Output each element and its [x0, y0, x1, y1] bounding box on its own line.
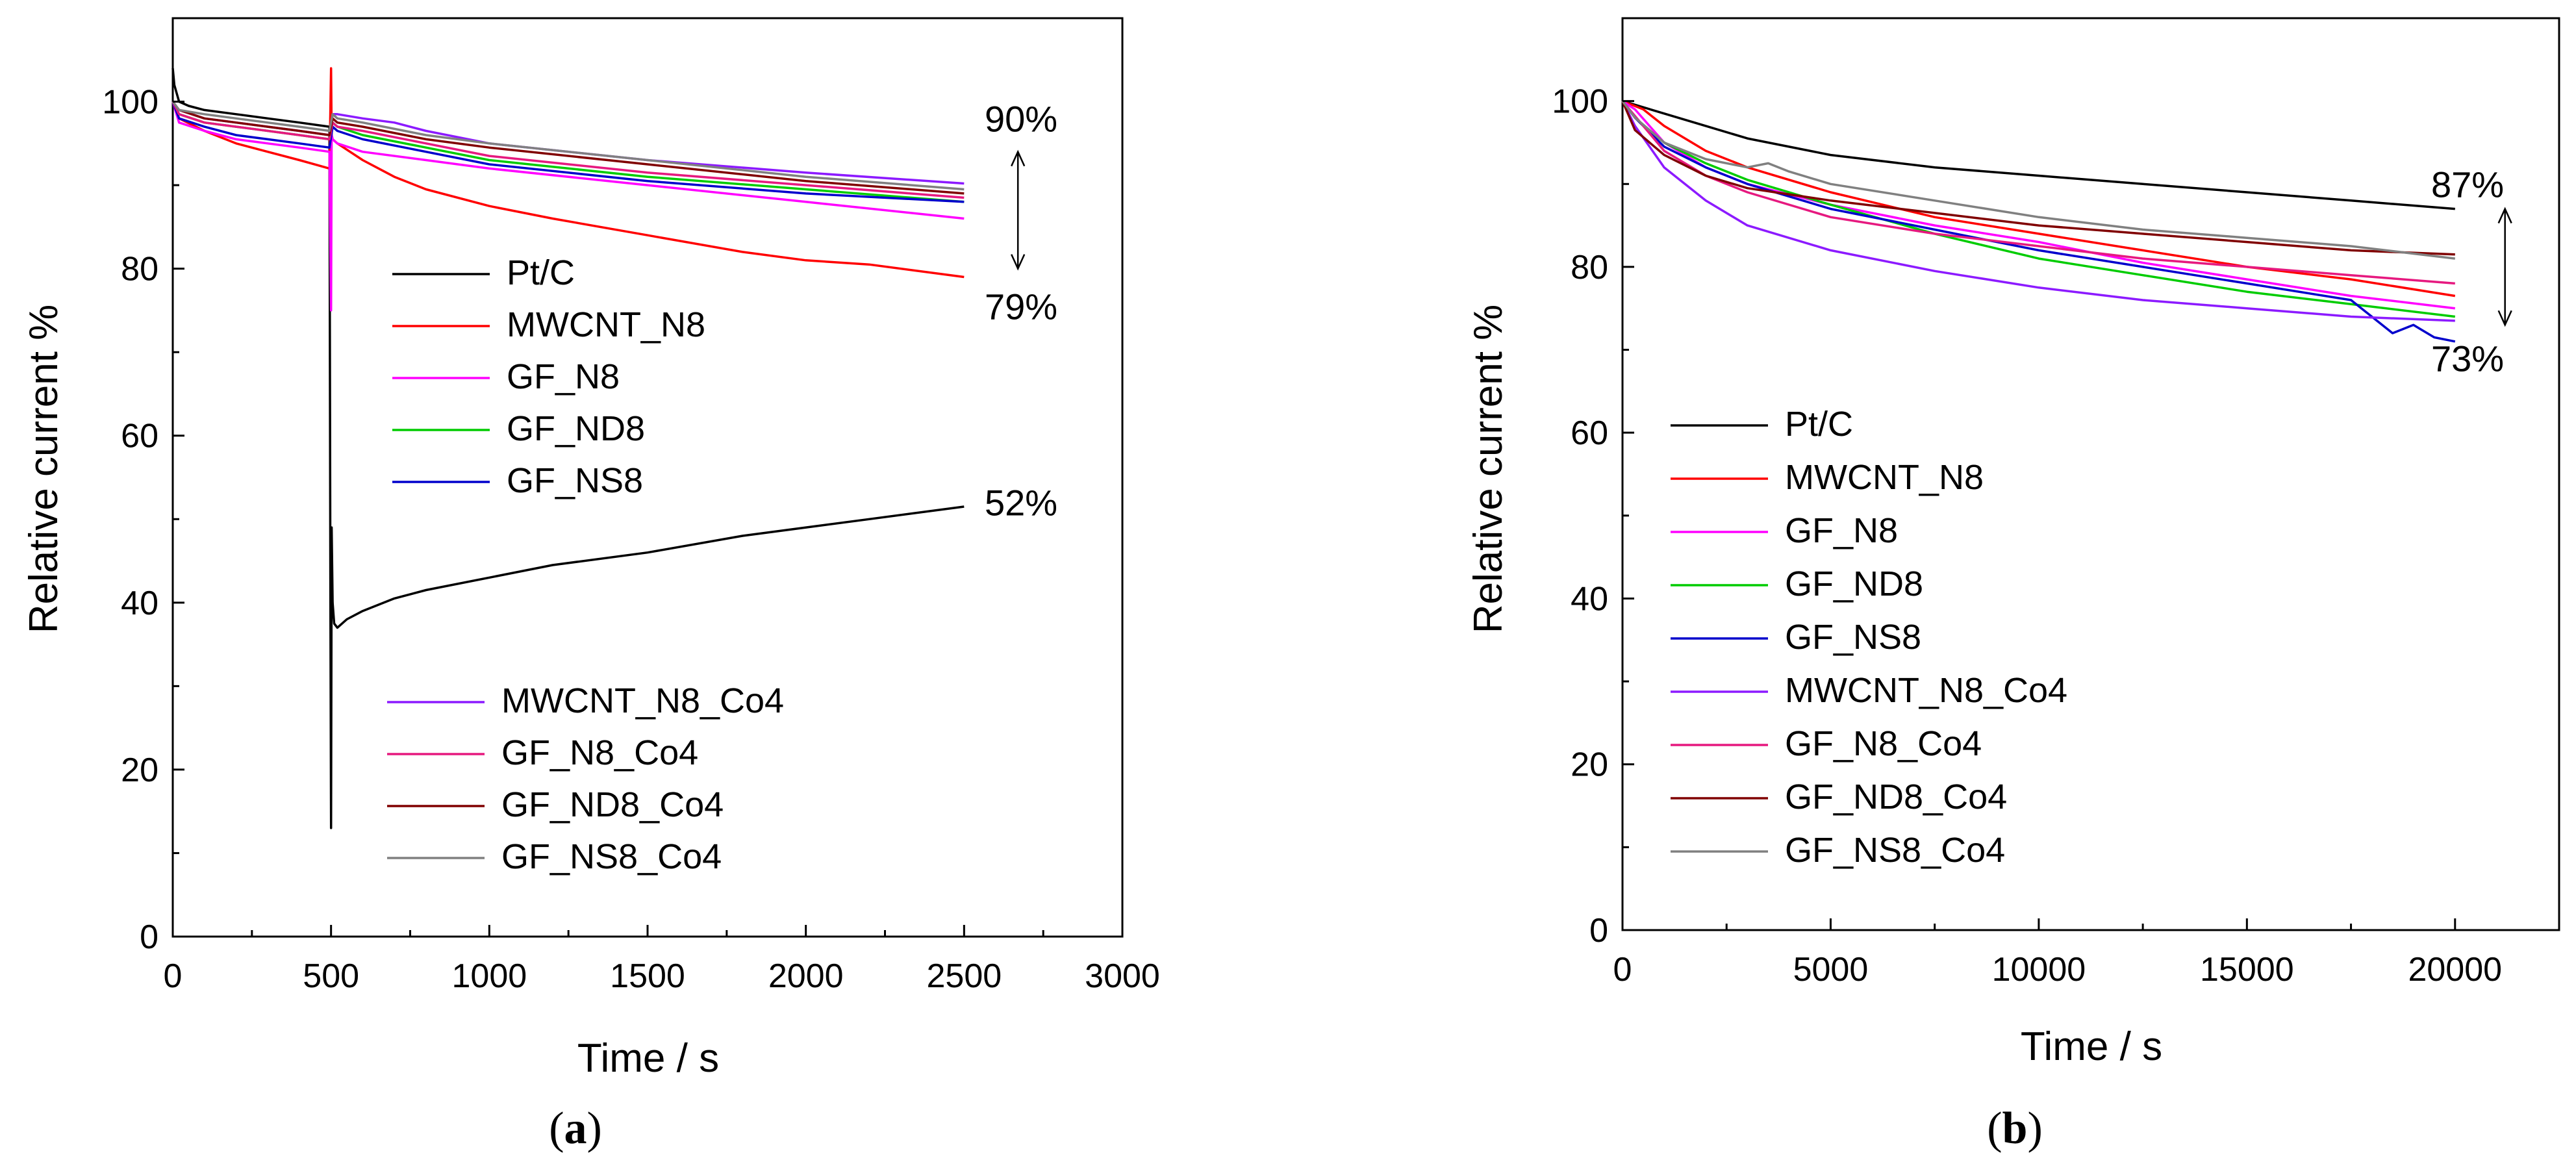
panel-b-ylabel: Relative current %	[1466, 305, 1511, 634]
panel-b-legend-label-mwcnt-n8: MWCNT_N8	[1785, 458, 1984, 497]
panel-b-xlabel: Time / s	[2021, 1024, 2162, 1069]
panel-b-series-gf-ns8-co4	[1621, 100, 2456, 260]
panel-a-x-tick-label: 1000	[451, 957, 527, 995]
panel-a-label: (a)	[549, 1104, 602, 1154]
panel-b-legend-label-gf-nd8-co4: GF_ND8_Co4	[1785, 777, 2007, 816]
panel-a-ylabel: Relative current %	[21, 305, 66, 634]
panel-b-ticks: 0 5000 10000 15000 20000 0 20 40 60 80 100	[1552, 17, 2560, 989]
panel-b-label: (b)	[1987, 1104, 2043, 1154]
panel-b-y-tick-label: 60	[1571, 414, 1608, 452]
panel-a-legend-label-mwcnt-n8: MWCNT_N8	[507, 305, 705, 344]
panel-b-legend: Pt/C MWCNT_N8 GF_N8 GF_ND8 GF_NS8 MWCNT_N8_Co…	[1671, 405, 2067, 870]
panel-a-legend-label-gf-n8: GF_N8	[507, 357, 620, 396]
panel-b-legend-label-gf-n8-co4: GF_N8_Co4	[1785, 724, 1982, 763]
panel-a-x-tick-label: 2000	[768, 957, 844, 995]
panel-a-x-tick-label: 2500	[926, 957, 1002, 995]
panel-b-x-tick-label: 10000	[1992, 951, 2086, 989]
panel-a-y-tick-label: 0	[140, 918, 158, 956]
panel-a-series-gf-ns8-co4	[171, 101, 965, 191]
panel-a-annotation-79: 79%	[985, 286, 1057, 327]
panel-a-series	[171, 67, 965, 829]
panel-b-series-gf-n8-co4	[1621, 100, 2455, 285]
panel-b-series	[1621, 99, 2456, 343]
panel-a-annotations: 90% 79% 52%	[985, 98, 1057, 523]
panel-a-y-tick-label: 80	[121, 251, 158, 288]
panel-a-legend-label-gf-ns8-co4: GF_NS8_Co4	[501, 837, 722, 876]
panel-b-range-arrow-head-down	[2497, 310, 2512, 327]
panel-b-range-arrow-head-up	[2497, 207, 2512, 224]
panel-a-ticks: 0 500 1000 1500 2000 2500 3000 0 20 40 60 80 100	[102, 17, 1160, 995]
panel-b-chart: 0 5000 10000 15000 20000 0 20 40 60 80 100 Time / …	[1466, 17, 2560, 1154]
panel-a-annotation-52: 52%	[985, 483, 1057, 523]
panel-b-y-tick-label: 20	[1571, 746, 1608, 784]
panel-a-y-tick-label: 100	[102, 84, 158, 121]
panel-b-x-tick-label: 5000	[1793, 951, 1869, 989]
panel-b-label-letter: b	[2002, 1104, 2028, 1154]
panel-b-annotation-87: 87%	[2431, 164, 2504, 205]
panel-a-chart: 0 500 1000 1500 2000 2500 3000 0 20 40 60 80 100 Tim…	[21, 17, 1160, 1154]
panel-b-series-gf-nd8	[1621, 100, 2456, 318]
panel-b-y-tick-label: 100	[1552, 83, 1608, 121]
panel-b-y-tick-label: 0	[1589, 912, 1608, 950]
panel-b-legend-label-gf-nd8: GF_ND8	[1785, 564, 1923, 603]
panel-b-axes	[1621, 17, 2560, 931]
panel-b-x-tick-label: 20000	[2408, 951, 2502, 989]
panel-b-plot-frame	[1621, 17, 2560, 931]
panel-a-legend-label-gf-ns8: GF_NS8	[507, 461, 643, 500]
panel-b-legend-label-gf-ns8: GF_NS8	[1785, 618, 1921, 657]
panel-a-y-tick-label: 60	[121, 418, 158, 455]
panel-b-legend-label-mwcnt-n8-co4: MWCNT_N8_Co4	[1785, 671, 2067, 710]
panel-b-series-gf-nd8-co4	[1621, 100, 2455, 256]
panel-b-y-tick-label: 80	[1571, 249, 1608, 286]
panel-a-x-tick-label: 500	[303, 957, 359, 995]
panel-b-series-pt-c	[1622, 99, 2455, 210]
panel-a-y-tick-label: 20	[121, 751, 158, 789]
panel-b-series-mwcnt-n8-co4	[1621, 100, 2455, 322]
panel-a-legend-label-gf-n8-co4: GF_N8_Co4	[501, 733, 698, 772]
panel-b-y-tick-label: 40	[1571, 580, 1608, 618]
panel-a-legend-label-gf-nd8: GF_ND8	[507, 409, 645, 448]
panel-a-legend-label-gf-nd8-co4: GF_ND8_Co4	[501, 785, 724, 824]
panel-a-xlabel: Time / s	[577, 1036, 719, 1081]
panel-a-x-tick-label: 0	[164, 957, 183, 995]
panel-b-annotation-73: 73%	[2431, 338, 2504, 379]
panel-b-series-gf-ns8	[1621, 100, 2456, 343]
panel-b-annotations: 87% 73%	[2431, 164, 2512, 379]
panel-a-legend-label-mwcnt-n8-co4: MWCNT_N8_Co4	[501, 681, 784, 720]
panel-b-legend-label-gf-ns8-co4: GF_NS8_Co4	[1785, 831, 2005, 870]
panel-a-legend: Pt/C MWCNT_N8 GF_N8 GF_ND8 GF_NS8 MWCNT_N8_Co…	[387, 253, 784, 876]
panel-b-x-tick-label: 15000	[2200, 951, 2294, 989]
panel-b-legend-label-pt-c: Pt/C	[1785, 405, 1853, 444]
panel-a-y-tick-label: 40	[121, 585, 158, 622]
panel-a-label-letter: a	[564, 1104, 587, 1154]
panel-a-range-arrow-head-down	[1011, 254, 1026, 271]
panel-a-x-tick-label: 1500	[610, 957, 685, 995]
panel-a-annotation-90: 90%	[985, 98, 1057, 139]
panel-b-legend-label-gf-n8: GF_N8	[1785, 511, 1898, 550]
panel-a-x-tick-label: 3000	[1085, 957, 1160, 995]
panel-a-range-arrow-head-up	[1011, 149, 1026, 167]
panel-b-x-tick-label: 0	[1613, 951, 1632, 989]
panel-a-legend-label-pt-c: Pt/C	[507, 253, 575, 292]
panel-a-series-pt-c	[171, 68, 965, 829]
